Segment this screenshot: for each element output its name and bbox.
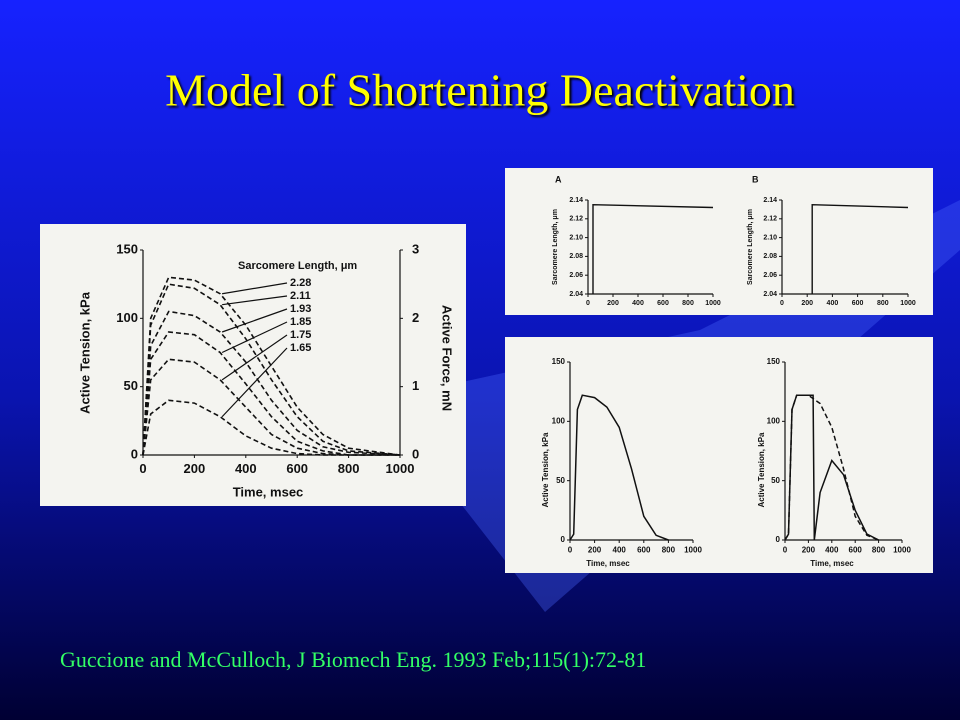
y-tick-label: 2.06 — [569, 272, 583, 279]
x-tick-label: 600 — [849, 545, 863, 554]
curve — [142, 358, 400, 456]
y2-tick-label: 2 — [412, 310, 419, 325]
x-tick-label: 600 — [852, 300, 864, 307]
legend-label: 1.85 — [290, 316, 311, 328]
x-tick-label: 1000 — [893, 545, 911, 554]
axis-label: Active Tension, kPa — [541, 432, 550, 508]
y-tick-label: 100 — [767, 416, 781, 425]
y-tick-label: 50 — [124, 378, 138, 393]
curve — [142, 283, 401, 456]
x-tick-label: 600 — [657, 300, 669, 307]
y-tick-label: 2.12 — [569, 216, 583, 223]
y-tick-label: 2.08 — [569, 253, 583, 260]
legend-arrow — [222, 295, 288, 306]
curve — [811, 203, 909, 294]
citation: Guccione and McCulloch, J Biomech Eng. 1… — [60, 647, 646, 672]
curve — [592, 203, 714, 294]
curve — [569, 394, 669, 541]
legend-arrow — [221, 334, 288, 381]
y-tick-label: 150 — [767, 357, 781, 366]
legend-arrow — [222, 282, 288, 295]
legend-label: 2.11 — [290, 290, 311, 302]
y-tick-label: 0 — [776, 535, 781, 544]
legend-label: 1.65 — [290, 342, 311, 354]
axis-label: Active Tension, kPa — [77, 291, 92, 414]
x-tick-label: 400 — [613, 545, 627, 554]
y-tick-label: 2.04 — [763, 291, 777, 298]
x-tick-label: 1000 — [684, 545, 702, 554]
x-tick-label: 0 — [139, 461, 146, 476]
figure-left — [40, 224, 466, 506]
y-tick-label: 0 — [561, 535, 566, 544]
curve — [142, 331, 400, 456]
x-tick-label: 1000 — [386, 461, 415, 476]
y-tick-label: 100 — [552, 416, 566, 425]
x-tick-label: 1000 — [705, 300, 721, 307]
figure-top-right — [505, 168, 933, 315]
x-tick-label: 200 — [801, 300, 813, 307]
x-tick-label: 200 — [802, 545, 816, 554]
axis-label: Active Force, mN — [440, 305, 455, 411]
axis-label: Time, msec — [586, 559, 630, 568]
x-tick-label: 400 — [827, 300, 839, 307]
legend-label: 2.28 — [290, 277, 311, 289]
y2-tick-label: 0 — [412, 446, 419, 461]
x-tick-label: 0 — [568, 545, 573, 554]
x-tick-label: 0 — [780, 300, 784, 307]
slide-title: Model of Shortening Deactivation — [165, 65, 795, 116]
legend-label: 1.75 — [290, 329, 311, 341]
x-tick-label: 800 — [682, 300, 694, 307]
y-tick-label: 100 — [116, 310, 138, 325]
x-tick-label: 0 — [586, 300, 590, 307]
y-tick-label: 2.04 — [569, 291, 583, 298]
y-tick-label: 150 — [552, 357, 566, 366]
y-tick-label: 150 — [116, 241, 138, 256]
legend-title: Sarcomere Length, μm — [238, 260, 357, 272]
axis-label: Sarcomere Length, μm — [552, 209, 559, 285]
x-tick-label: 400 — [825, 545, 839, 554]
legend-arrow — [221, 321, 288, 354]
x-tick-label: 200 — [607, 300, 619, 307]
x-tick-label: 200 — [588, 545, 602, 554]
x-tick-label: 400 — [632, 300, 644, 307]
x-tick-label: 800 — [338, 461, 360, 476]
x-tick-label: 200 — [184, 461, 206, 476]
panel-label: A — [555, 174, 562, 184]
axis-label: Time, msec — [233, 484, 304, 499]
axis-label: Time, msec — [810, 559, 854, 568]
legend-arrow — [221, 308, 288, 333]
x-tick-label: 0 — [783, 545, 788, 554]
axis-label: Sarcomere Length, μm — [747, 209, 754, 285]
y-tick-label: 2.14 — [763, 197, 777, 204]
y-tick-label: 2.08 — [763, 253, 777, 260]
y-tick-label: 2.12 — [763, 216, 777, 223]
x-tick-label: 600 — [637, 545, 651, 554]
axis-label: Active Tension, kPa — [757, 432, 766, 508]
y-tick-label: 0 — [131, 446, 138, 461]
y-tick-label: 2.10 — [763, 234, 777, 241]
y-tick-label: 50 — [556, 476, 565, 485]
legend-label: 1.93 — [290, 303, 311, 315]
figure-bottom-right — [505, 337, 933, 573]
curve — [784, 394, 879, 541]
y-tick-label: 50 — [771, 476, 780, 485]
y-tick-label: 2.10 — [569, 234, 583, 241]
x-tick-label: 800 — [662, 545, 676, 554]
panel-label: B — [752, 174, 759, 184]
x-tick-label: 1000 — [900, 300, 916, 307]
x-tick-label: 400 — [235, 461, 257, 476]
x-tick-label: 800 — [872, 545, 886, 554]
curve — [142, 399, 400, 456]
y-tick-label: 2.14 — [569, 197, 583, 204]
y2-tick-label: 1 — [412, 378, 419, 393]
x-tick-label: 600 — [286, 461, 308, 476]
y2-tick-label: 3 — [412, 241, 419, 256]
legend-arrow — [221, 347, 288, 418]
x-tick-label: 800 — [877, 300, 889, 307]
y-tick-label: 2.06 — [763, 272, 777, 279]
curve — [142, 310, 401, 456]
